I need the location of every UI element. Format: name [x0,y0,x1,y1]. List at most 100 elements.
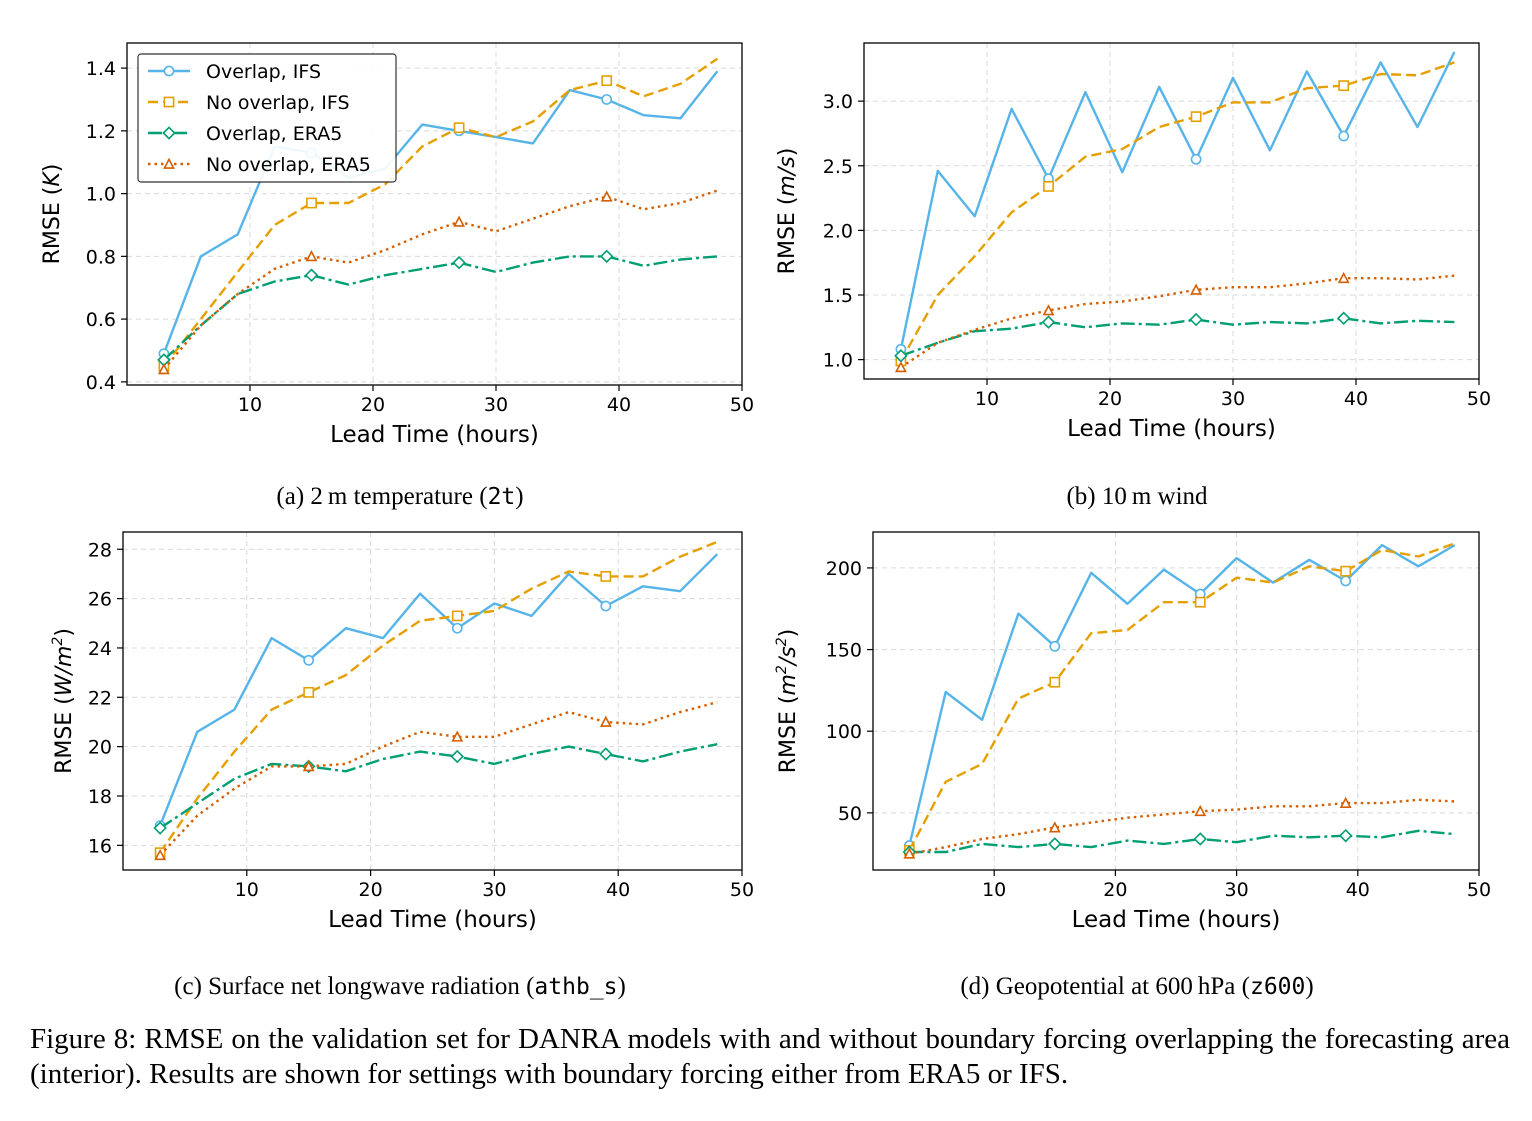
data-point [1340,575,1352,587]
data-point [1049,676,1061,688]
legend-label: No overlap, IFS [206,92,350,114]
subfigure-caption: (a) 2 m temperature (2t) [276,483,523,510]
data-point [451,622,463,634]
y-tick-label: 2.5 [823,156,853,178]
series-no-overlap-era5 [157,189,718,375]
series-line [162,189,718,371]
y-axis-label: RMSE (m/s) [775,148,800,275]
series-line [899,61,1455,362]
data-point [1190,283,1203,295]
y-tick-label: 200 [826,558,862,580]
data-point [599,747,613,761]
legend-box [137,53,397,183]
x-tick-label: 50 [1467,388,1491,410]
y-axis-label: RMSE (K) [40,164,65,265]
subfigure-caption: (c) Surface net longwave radiation (athb… [174,973,626,1000]
data-point [450,749,464,764]
x-axis-label: Lead Time (hours) [330,422,539,448]
series-overlap-ifs [154,553,719,831]
axes-frame [872,531,1480,871]
data-point [894,361,907,373]
data-point [1338,130,1350,142]
data-point [1042,304,1055,316]
series-line [909,798,1455,855]
series-no-overlap-ifs [903,542,1456,856]
chart-panel-a: 10 20 30 40 50 0.4 0.6 0.8 1.0 1.2 1.4 Lead Time (h… [40,42,754,510]
x-tick-label: 10 [235,879,259,901]
x-tick-label: 50 [730,394,754,416]
legend-marker [163,96,175,108]
grid [864,43,1480,379]
y-tick-label: 16 [88,835,112,857]
grid [123,532,743,870]
data-point [601,94,613,105]
legend-marker [162,126,176,140]
y-tick-label: 24 [88,638,112,660]
data-point [599,249,614,264]
y-axis-label: RMSE (W/m2) [50,628,77,774]
data-point [305,250,318,262]
series-line [159,540,718,854]
data-point [1337,271,1350,284]
legend-label: No overlap, ERA5 [206,154,371,176]
series-no-overlap-era5 [894,271,1455,373]
x-tick-label: 40 [1344,388,1368,410]
grid [873,532,1480,870]
data-point [1048,821,1061,833]
series-line [908,543,1456,846]
x-tick-label: 50 [1467,879,1491,901]
y-tick-label: 0.8 [86,246,116,268]
chart-panel-d: 10 20 30 40 50 50 100 150 200 Lead Time (hours) RM… [774,531,1491,1000]
y-tick-label: 100 [826,721,862,743]
data-point [1049,640,1061,652]
data-point [1339,796,1352,808]
data-point [1194,804,1207,817]
data-point [303,686,315,698]
data-point [599,715,612,727]
y-tick-label: 2.0 [823,220,853,242]
data-point [601,75,613,87]
data-point [1193,832,1207,846]
x-tick-label: 30 [1225,879,1249,901]
legend-label: Overlap, ERA5 [206,123,342,145]
series-line [159,701,718,857]
y-tick-label: 20 [88,737,112,759]
x-axis-label: Lead Time (hours) [1067,416,1276,442]
data-point [302,760,315,772]
y-tick-label: 3.0 [823,91,853,113]
series-overlap-ifs [895,51,1456,355]
x-tick-label: 40 [1346,879,1370,901]
x-tick-label: 10 [982,879,1006,901]
x-axis-label: Lead Time (hours) [1072,907,1281,933]
y-tick-label: 26 [88,589,112,611]
series-no-overlap-ifs [895,61,1455,367]
x-axis-label: Lead Time (hours) [328,907,537,933]
y-axis-label: RMSE (m2/s2) [774,629,801,773]
y-tick-label: 1.0 [86,184,116,206]
x-tick-label: 30 [1221,388,1245,410]
y-tick-label: 150 [826,640,862,662]
series-overlap-era5 [902,828,1455,859]
figure-caption: Figure 8: RMSE on the validation set for… [30,1023,1510,1090]
data-point [306,197,317,209]
data-point [154,848,167,861]
data-point [1190,153,1202,165]
series-overlap-era5 [157,249,718,367]
subfigure-caption: (b) 10 m wind [1066,483,1208,510]
legend-entry: Overlap, IFS [148,61,321,83]
series-no-overlap-era5 [154,701,718,861]
x-tick-label: 50 [730,879,754,901]
data-point [157,363,170,375]
data-point [1043,181,1054,192]
data-point [1338,828,1353,843]
y-tick-label: 28 [88,539,112,561]
x-tick-label: 20 [1098,388,1122,410]
data-point [153,821,167,835]
series-line [163,255,718,361]
series-line [900,317,1455,357]
series-line [899,51,1456,350]
data-point [1190,111,1202,123]
y-tick-label: 50 [838,803,862,825]
x-tick-label: 20 [1103,879,1127,901]
